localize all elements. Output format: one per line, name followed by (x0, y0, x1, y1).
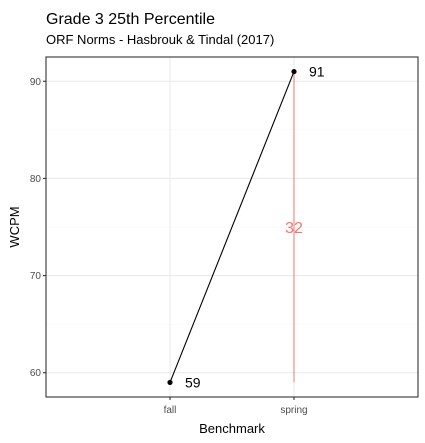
chart-subtitle: ORF Norms - Hasbrouk & Tindal (2017) (46, 32, 274, 47)
y-tick-label: 70 (30, 271, 42, 282)
y-tick-label: 60 (30, 368, 42, 379)
x-tick-label-fall: fall (164, 405, 177, 416)
data-point-spring (291, 68, 297, 75)
x-axis-title: Benchmark (199, 421, 265, 436)
panel-border (45, 56, 419, 398)
y-axis-title: WCPM (7, 206, 22, 247)
data-label-fall: 59 (185, 374, 201, 390)
y-tick-label: 80 (30, 174, 42, 185)
series-line (169, 71, 295, 383)
data-label-spring: 91 (309, 64, 325, 80)
difference-label: 32 (285, 220, 303, 237)
y-tick-label: 90 (30, 77, 42, 88)
plot-area: 59 91 32 60 70 80 90 fall spring (30, 56, 419, 416)
data-point-fall (167, 379, 173, 386)
chart-title: Grade 3 25th Percentile (46, 11, 215, 28)
x-tick-label-spring: spring (280, 405, 307, 416)
